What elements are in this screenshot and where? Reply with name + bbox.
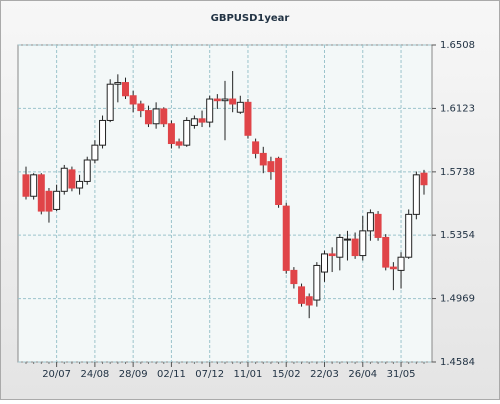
candle-body bbox=[236, 101, 244, 113]
candle-body bbox=[68, 169, 76, 189]
candle-body bbox=[313, 264, 321, 301]
candle-body bbox=[91, 144, 99, 161]
candle-body bbox=[160, 108, 168, 125]
candle-body bbox=[321, 253, 328, 273]
x-tick-label: 07/12 bbox=[195, 369, 224, 380]
x-tick-label: 24/08 bbox=[80, 369, 109, 380]
candle-body bbox=[382, 236, 390, 268]
candle-body bbox=[167, 123, 175, 145]
candle-body bbox=[343, 238, 351, 241]
candle-body bbox=[22, 174, 30, 197]
candle-body bbox=[298, 286, 306, 304]
candle-body bbox=[206, 98, 214, 123]
x-tick-label: 02/11 bbox=[157, 369, 186, 380]
candle-body bbox=[83, 159, 91, 182]
candle-body bbox=[183, 119, 191, 146]
x-tick-label: 26/04 bbox=[348, 369, 377, 380]
candle-body bbox=[60, 167, 68, 192]
candle-body bbox=[412, 174, 420, 215]
x-tick-label: 31/05 bbox=[387, 369, 416, 380]
candle-body bbox=[30, 174, 38, 197]
y-tick-label: 1.6508 bbox=[440, 40, 475, 51]
candle-body bbox=[252, 141, 260, 154]
candle-body bbox=[99, 119, 107, 146]
candle-body bbox=[336, 236, 344, 258]
candle-body bbox=[267, 161, 275, 173]
candle-body bbox=[221, 98, 229, 102]
candle-body bbox=[275, 157, 283, 205]
candle-body bbox=[190, 118, 198, 126]
candle-body bbox=[389, 266, 397, 270]
candle-body bbox=[328, 253, 336, 257]
candle-body bbox=[351, 238, 359, 257]
candle-body bbox=[175, 141, 183, 146]
candle-body bbox=[106, 83, 114, 121]
x-tick-label: 28/09 bbox=[119, 369, 148, 380]
candle-body bbox=[229, 98, 237, 105]
candle-body bbox=[244, 101, 252, 136]
candle-body bbox=[374, 213, 382, 238]
chart-title: GBPUSD1year bbox=[211, 13, 290, 24]
candle-body bbox=[45, 190, 53, 212]
candle-body bbox=[397, 256, 405, 271]
y-tick-label: 1.6123 bbox=[440, 103, 475, 114]
x-tick-label: 11/01 bbox=[234, 369, 263, 380]
candle-body bbox=[122, 82, 129, 97]
candle-body bbox=[359, 230, 367, 257]
candle-body bbox=[152, 108, 160, 125]
candle-body bbox=[198, 118, 206, 123]
candle-body bbox=[137, 103, 145, 112]
y-tick-label: 1.4969 bbox=[440, 294, 475, 305]
candle-body bbox=[213, 98, 221, 102]
candle-body bbox=[405, 213, 413, 258]
candle-body bbox=[366, 212, 374, 232]
candle-body bbox=[144, 110, 152, 125]
candle-body bbox=[76, 180, 84, 189]
candle-body bbox=[290, 269, 298, 285]
x-tick-label: 15/02 bbox=[272, 369, 301, 380]
candle-body bbox=[282, 205, 290, 271]
candle-body bbox=[129, 95, 137, 105]
y-tick-label: 1.4584 bbox=[440, 357, 475, 368]
candle-body bbox=[114, 82, 122, 85]
y-tick-label: 1.5354 bbox=[440, 230, 475, 241]
candle-body bbox=[53, 190, 61, 210]
candle-body bbox=[305, 296, 313, 306]
candle-body bbox=[37, 174, 45, 212]
y-tick-label: 1.5738 bbox=[440, 167, 475, 178]
x-tick-label: 22/03 bbox=[310, 369, 339, 380]
candle-body bbox=[420, 172, 428, 186]
candle-body bbox=[259, 152, 267, 166]
x-tick-label: 20/07 bbox=[42, 369, 71, 380]
